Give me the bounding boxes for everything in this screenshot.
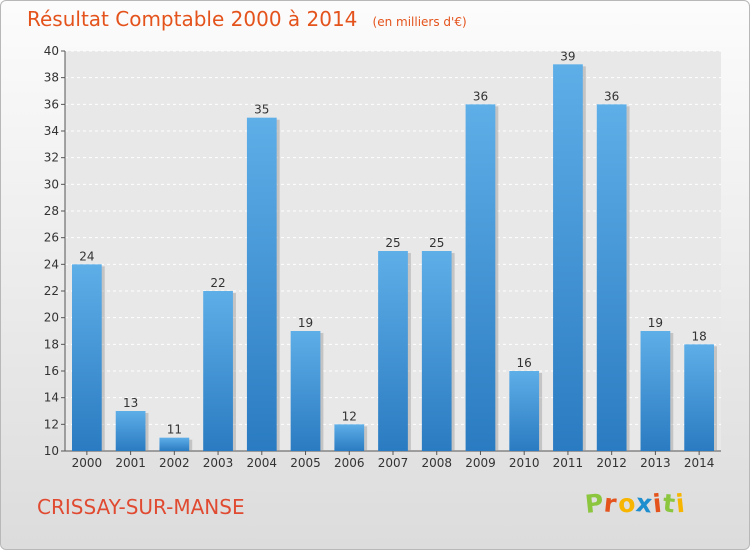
x-tick-label: 2012 [596, 456, 627, 470]
bar [246, 117, 277, 452]
bar [509, 371, 540, 451]
bar-value-label: 22 [210, 276, 225, 290]
bar-value-label: 11 [167, 423, 182, 437]
x-tick-label: 2006 [334, 456, 365, 470]
y-tick-label: 40 [44, 44, 59, 58]
x-tick-label: 2003 [203, 456, 234, 470]
bar-value-label: 13 [123, 396, 138, 410]
chart-subtitle: (en milliers d'€) [372, 15, 467, 29]
bar [378, 251, 408, 451]
bar [334, 424, 365, 451]
y-tick-label: 18 [44, 337, 59, 351]
y-tick-label: 24 [44, 257, 59, 271]
bar [684, 344, 715, 451]
x-tick-label: 2007 [378, 456, 409, 470]
bar-value-label: 25 [429, 236, 444, 250]
y-tick-label: 12 [44, 417, 59, 431]
y-tick-label: 38 [44, 71, 59, 85]
bar [421, 251, 452, 451]
bar [115, 411, 146, 451]
location-name: CRISSAY-SUR-MANSE [37, 495, 245, 519]
x-tick-label: 2011 [553, 456, 584, 470]
bar-value-label: 19 [298, 316, 313, 330]
x-tick-label: 2001 [115, 456, 146, 470]
x-tick-label: 2014 [684, 456, 715, 470]
x-tick-label: 2010 [509, 456, 540, 470]
y-tick-label: 14 [44, 391, 59, 405]
bar-value-label: 36 [473, 89, 488, 103]
x-tick-label: 2002 [159, 456, 190, 470]
bar-value-label: 19 [648, 316, 663, 330]
bar [159, 437, 190, 451]
bar-value-label: 36 [604, 89, 619, 103]
bar [553, 64, 583, 452]
y-tick-label: 30 [44, 177, 59, 191]
y-tick-label: 34 [44, 124, 59, 138]
y-tick-label: 22 [44, 284, 59, 298]
x-tick-label: 2000 [72, 456, 103, 470]
y-tick-label: 20 [44, 311, 59, 325]
bar-value-label: 35 [254, 103, 269, 117]
x-tick-label: 2009 [465, 456, 496, 470]
y-tick-label: 26 [44, 231, 59, 245]
x-tick-label: 2004 [247, 456, 278, 470]
bar-value-label: 25 [385, 236, 400, 250]
bar [203, 291, 233, 451]
bar-value-label: 16 [517, 356, 532, 370]
bar-value-label: 18 [691, 329, 706, 343]
bar-value-label: 12 [342, 409, 357, 423]
bar [465, 104, 496, 451]
chart-title: Résultat Comptable 2000 à 2014 [27, 7, 358, 31]
bar-value-label: 39 [560, 49, 575, 63]
x-tick-label: 2013 [640, 456, 671, 470]
bar [71, 264, 102, 451]
bar-value-label: 24 [79, 249, 94, 263]
y-tick-label: 28 [44, 204, 59, 218]
logo-letter: i [674, 488, 687, 519]
y-tick-label: 16 [44, 364, 59, 378]
x-tick-label: 2008 [421, 456, 452, 470]
proxiti-logo: Proxiti [584, 488, 687, 519]
y-tick-label: 10 [44, 444, 59, 458]
y-tick-label: 36 [44, 97, 59, 111]
x-tick-label: 2005 [290, 456, 321, 470]
bar [290, 331, 321, 451]
bar [640, 331, 671, 451]
y-tick-label: 32 [44, 151, 59, 165]
title-row: Résultat Comptable 2000 à 2014 (en milli… [27, 7, 467, 31]
bar [596, 104, 627, 451]
